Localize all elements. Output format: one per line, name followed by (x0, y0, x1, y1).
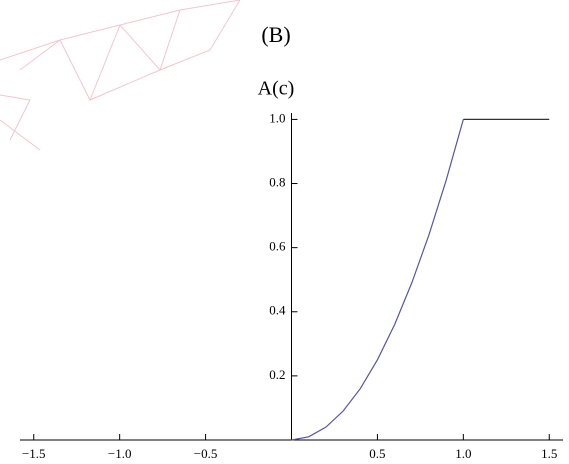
y-axis-label: A(c) (258, 78, 295, 100)
x-tick-label: 0.5 (369, 446, 385, 461)
y-tick-label: 0.2 (269, 367, 285, 382)
x-tick-label: 1.0 (455, 446, 471, 461)
x-tick-label: 1.5 (541, 446, 557, 461)
line (291, 119, 464, 441)
x-tick-label: −1.0 (108, 446, 132, 461)
chart-title: (B) (261, 22, 290, 47)
x-tick-label: −1.5 (22, 446, 46, 461)
y-tick-label: 1.0 (269, 110, 285, 125)
y-tick-label: 0.6 (269, 239, 286, 254)
x-tick-label: −0.5 (194, 446, 218, 461)
y-tick-label: 0.8 (269, 175, 285, 190)
background-decoration (0, 0, 241, 151)
y-tick-label: 0.4 (269, 303, 286, 318)
